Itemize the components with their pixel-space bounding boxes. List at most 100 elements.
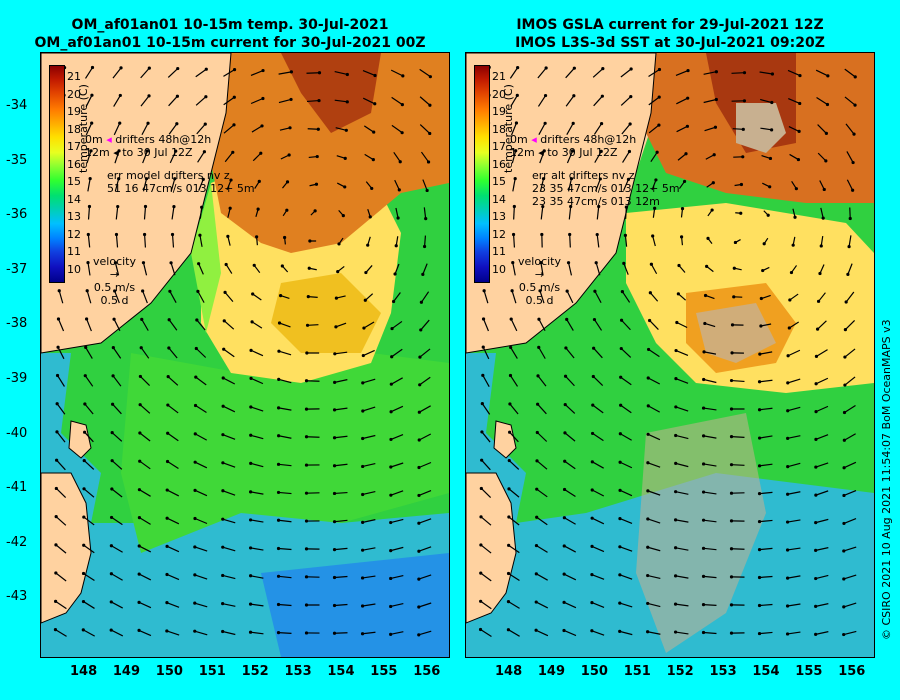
- velocity-legend: velocity → 0.5 m/s 0.5 d: [93, 255, 136, 307]
- current-arrow-head: [814, 604, 818, 608]
- current-arrow-head: [563, 459, 567, 463]
- current-arrow-head: [82, 515, 86, 519]
- current-arrow: [391, 348, 403, 358]
- current-arrow-head: [222, 319, 226, 323]
- current-arrow: [675, 631, 689, 635]
- current-arrow: [788, 97, 800, 105]
- current-arrow-head: [785, 548, 790, 552]
- current-arrow: [564, 404, 576, 414]
- current-arrow: [787, 349, 801, 357]
- current-arrow: [422, 179, 428, 191]
- tasmania-island: [466, 472, 517, 624]
- current-arrow-head: [619, 346, 623, 351]
- current-arrow-head: [248, 630, 253, 634]
- current-arrow: [512, 234, 516, 248]
- current-arrow-head: [757, 464, 762, 468]
- current-arrow: [847, 263, 853, 275]
- current-arrow-head: [508, 373, 513, 378]
- current-arrow: [843, 546, 857, 552]
- current-arrow-head: [622, 261, 626, 265]
- colorbar-tick: 13: [67, 210, 81, 223]
- current-arrow-head: [165, 544, 169, 548]
- current-arrow: [675, 462, 689, 468]
- current-arrow-head: [618, 516, 622, 521]
- current-arrow: [194, 517, 208, 525]
- longitude-label: 149: [537, 664, 566, 679]
- current-arrow: [167, 376, 179, 386]
- current-arrow-head: [730, 351, 734, 355]
- current-arrow-head: [591, 374, 595, 379]
- current-arrow-head: [757, 575, 762, 580]
- latitude-label: -34: [6, 98, 28, 113]
- current-arrow: [251, 321, 263, 329]
- warm-core: [211, 53, 449, 253]
- current-arrow-head: [248, 546, 253, 550]
- current-arrow: [536, 460, 548, 470]
- current-arrow: [848, 235, 852, 247]
- current-arrow-head: [814, 493, 818, 497]
- current-arrow-head: [673, 518, 678, 522]
- current-arrow-head: [417, 438, 421, 442]
- current-arrow: [335, 127, 347, 131]
- current-arrow: [731, 379, 745, 383]
- current-arrow-head: [167, 346, 171, 350]
- current-arrow-head: [572, 94, 576, 98]
- current-arrow-head: [55, 458, 59, 462]
- current-arrow: [564, 517, 576, 525]
- current-arrow: [168, 123, 178, 135]
- current-arrow: [817, 152, 827, 162]
- current-arrow-head: [515, 93, 519, 98]
- longitude-label: 153: [709, 664, 737, 679]
- current-arrow-head: [562, 544, 566, 548]
- current-arrow-head: [363, 298, 367, 302]
- current-arrow-head: [232, 68, 237, 72]
- current-arrow-head: [82, 543, 86, 547]
- current-arrow-head: [90, 121, 94, 125]
- current-arrow-head: [655, 150, 659, 154]
- current-arrow-head: [256, 207, 260, 211]
- current-arrow: [223, 96, 235, 106]
- current-arrow: [480, 516, 492, 526]
- current-arrow: [167, 432, 179, 442]
- current-arrow-head: [360, 604, 365, 608]
- current-arrow: [114, 150, 120, 164]
- current-arrow: [619, 461, 633, 469]
- current-arrow-head: [332, 548, 337, 552]
- current-arrow-head: [742, 99, 747, 103]
- current-arrow: [676, 125, 688, 133]
- current-arrow-head: [143, 204, 148, 209]
- current-arrow: [815, 547, 829, 551]
- current-arrow-head: [791, 243, 795, 247]
- current-arrow: [703, 575, 717, 579]
- current-arrow-head: [231, 150, 235, 154]
- current-arrow-head: [848, 216, 852, 221]
- current-arrow: [817, 124, 827, 134]
- current-arrow-head: [706, 236, 710, 241]
- drifter-legend: 0m ◂ drifters 48h@12h 12m ◂ to 30 Jul 12…: [510, 133, 637, 159]
- current-arrow-head: [757, 408, 762, 412]
- current-arrow-head: [786, 436, 790, 440]
- latitude-label: -41: [6, 480, 28, 496]
- current-arrow-head: [361, 353, 365, 358]
- current-arrow-head: [793, 215, 797, 219]
- colorbar-tick: 21: [67, 70, 81, 83]
- current-arrow: [675, 406, 689, 412]
- current-arrow-head: [90, 93, 94, 97]
- current-arrow: [418, 461, 432, 469]
- current-arrow: [647, 462, 661, 468]
- current-arrow: [223, 69, 235, 77]
- current-arrow: [139, 460, 151, 470]
- legend-depth-bottom: 12m: [85, 146, 110, 159]
- current-arrow-head: [770, 100, 774, 105]
- current-arrow: [84, 431, 94, 443]
- current-arrow-head: [480, 458, 484, 462]
- current-arrow: [222, 546, 236, 552]
- current-arrow-head: [757, 603, 762, 608]
- current-arrow: [593, 347, 603, 359]
- current-arrow-head: [389, 410, 393, 414]
- current-arrow-head: [83, 402, 87, 406]
- velocity-time: 0.5 d: [100, 294, 129, 307]
- current-arrow-head: [137, 600, 141, 604]
- current-arrow: [595, 178, 601, 192]
- current-arrow: [140, 347, 150, 359]
